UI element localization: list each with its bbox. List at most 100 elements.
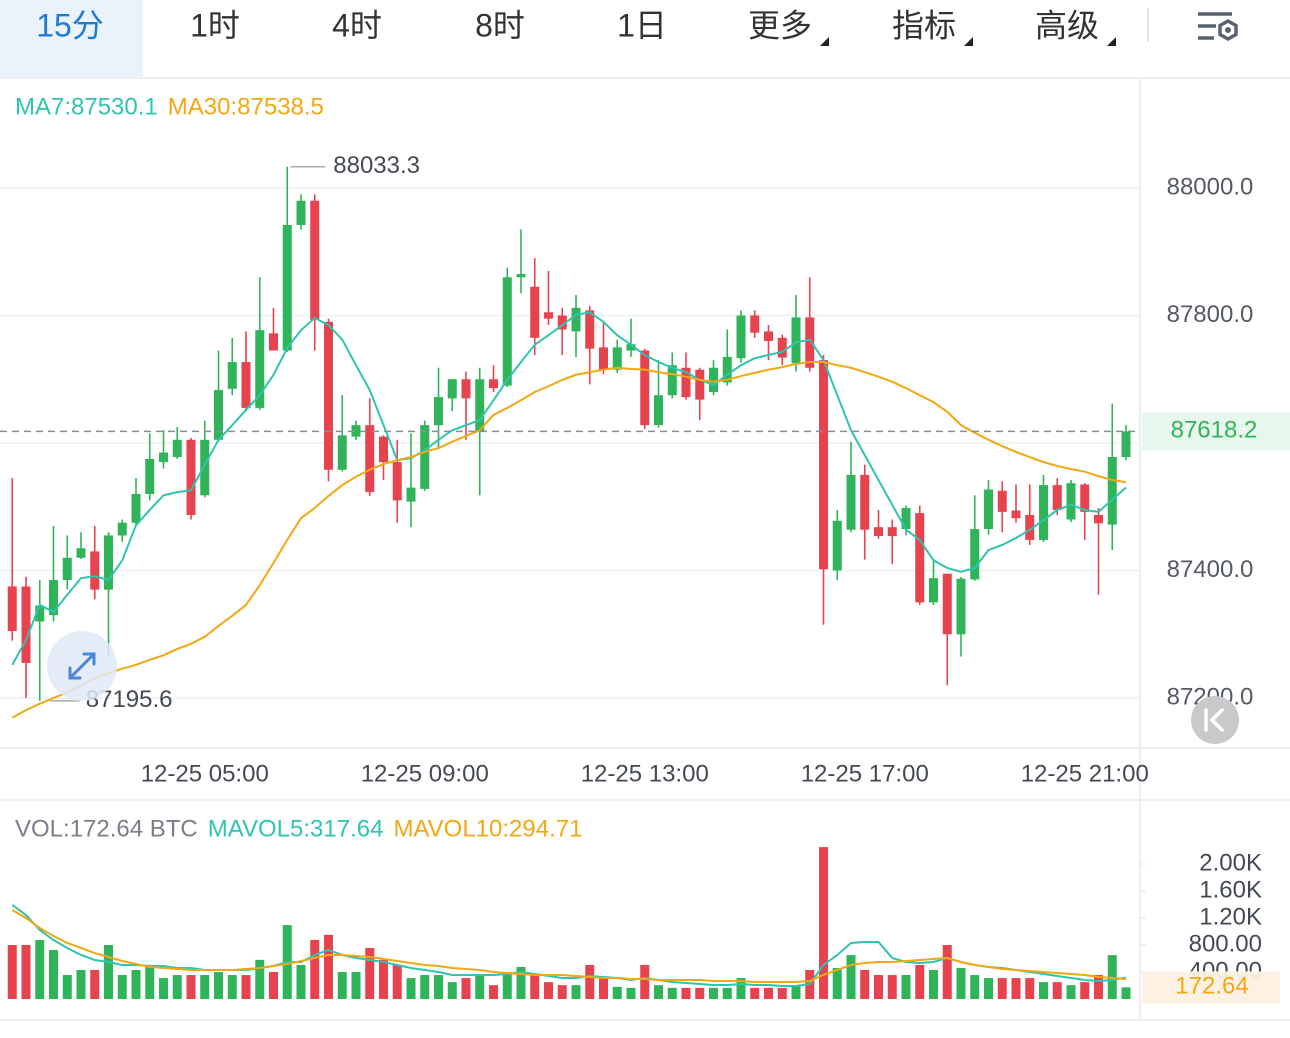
candle-body (777, 337, 787, 358)
candle-body (310, 200, 320, 320)
tab[interactable]: 4时 (332, 7, 382, 43)
mavol-line (11, 909, 1127, 983)
candle-body (530, 286, 540, 338)
candle-body (1052, 485, 1062, 510)
candle-body (145, 458, 155, 495)
candle-body (1121, 431, 1131, 458)
active-tab-bg (0, 0, 143, 78)
current-volume-label: 172.64 (1175, 973, 1248, 1000)
candle-body (104, 535, 113, 590)
volume-bar (1066, 985, 1076, 999)
volume-bar (984, 978, 993, 999)
scroll-to-latest-button[interactable] (1191, 696, 1239, 744)
candle-body (544, 312, 553, 319)
candle-body (7, 586, 17, 632)
volume-bar (62, 975, 72, 999)
volume-bar (447, 982, 457, 999)
volume-bar (1094, 975, 1103, 999)
candle-body (736, 315, 746, 359)
candle-body (117, 522, 127, 536)
legend-entry: MA30:87538.5 (168, 93, 324, 120)
volume-bar (7, 944, 17, 999)
volume-bar (736, 978, 746, 999)
volume-bar (750, 987, 760, 999)
candle-body (585, 310, 595, 349)
candle-body (475, 379, 485, 432)
volume-bar (420, 975, 430, 999)
volume-bar (365, 948, 375, 999)
volume-bar (915, 964, 925, 999)
volume-bar (571, 985, 581, 999)
volume-bar (626, 987, 636, 999)
candle-body (819, 360, 828, 570)
y-tick-label: 1.60K (1199, 876, 1262, 903)
candle-body (887, 527, 897, 537)
candle-body (214, 390, 223, 440)
tab[interactable]: 15分 (36, 7, 104, 43)
candle-body (915, 513, 925, 603)
volume-bar (695, 987, 705, 999)
candle-body (379, 436, 388, 463)
volume-bar (90, 969, 100, 999)
tab[interactable]: 指标 (892, 7, 956, 43)
tab[interactable]: 1日 (617, 7, 667, 43)
candle-body (420, 425, 430, 489)
candle-body (516, 274, 526, 278)
volume-bar (777, 987, 787, 999)
volume-bar (791, 985, 801, 999)
volume-bar (846, 955, 856, 999)
volume-bar (131, 969, 141, 999)
candle-body (1025, 515, 1035, 540)
volume-bar (557, 985, 567, 999)
candle-body (654, 395, 663, 426)
y-tick-label: 800.00 (1189, 930, 1262, 957)
y-tick-label: 2.00K (1199, 849, 1262, 876)
volume-bar (516, 966, 526, 999)
y-tick-label: 87800.0 (1167, 301, 1254, 328)
tab[interactable]: 1时 (190, 7, 240, 43)
volume-bar (585, 964, 595, 999)
candle-body (640, 350, 650, 426)
volume-bar (874, 975, 883, 999)
volume-label: VOL:172.64 BTC (15, 815, 198, 842)
candle-body (929, 578, 938, 603)
candle-body (296, 200, 306, 225)
candle-body (1094, 515, 1103, 524)
volume-bar (104, 944, 113, 999)
volume-bar (1121, 987, 1131, 999)
volume-bar (159, 978, 168, 999)
candle-body (186, 439, 196, 516)
tab[interactable]: 8时 (475, 7, 525, 43)
candle-body (557, 315, 567, 330)
tab[interactable]: 高级 (1035, 7, 1099, 43)
tab[interactable]: 更多 (748, 7, 812, 43)
price-panel: 12-25 05:00 12-25 09:00 12-25 13:00 12-25 1… (0, 93, 1149, 787)
candle-body (90, 551, 100, 590)
candle-body (764, 331, 773, 341)
candle-body (1039, 485, 1048, 540)
x-tick-label: 12-25 17:00 (801, 760, 929, 787)
candle-body (970, 529, 980, 580)
candle-body (392, 462, 402, 501)
volume-bar (489, 985, 498, 999)
volume-bar (392, 964, 402, 999)
candle-body (489, 379, 498, 389)
candle-body (832, 520, 842, 571)
volume-bar (76, 969, 86, 999)
candle-body (956, 578, 966, 635)
volume-bar (1011, 978, 1021, 999)
candle-body (406, 487, 416, 502)
expand-button[interactable] (47, 631, 117, 701)
volume-bar (200, 975, 210, 999)
ma-line (11, 311, 1127, 666)
volume-bar (475, 975, 485, 999)
legend-entry: MAVOL10:294.71 (393, 815, 582, 842)
volume-bar (502, 971, 512, 999)
settings-icon[interactable] (1198, 12, 1238, 42)
candle-body (434, 397, 443, 426)
overlay: 88000.087800.087600.087400.087200.087618… (1142, 173, 1290, 710)
volume-bar (172, 975, 182, 999)
candle-body (681, 367, 691, 398)
volume-bar (296, 964, 306, 999)
legend-entry: MA7:87530.1 (15, 93, 158, 120)
